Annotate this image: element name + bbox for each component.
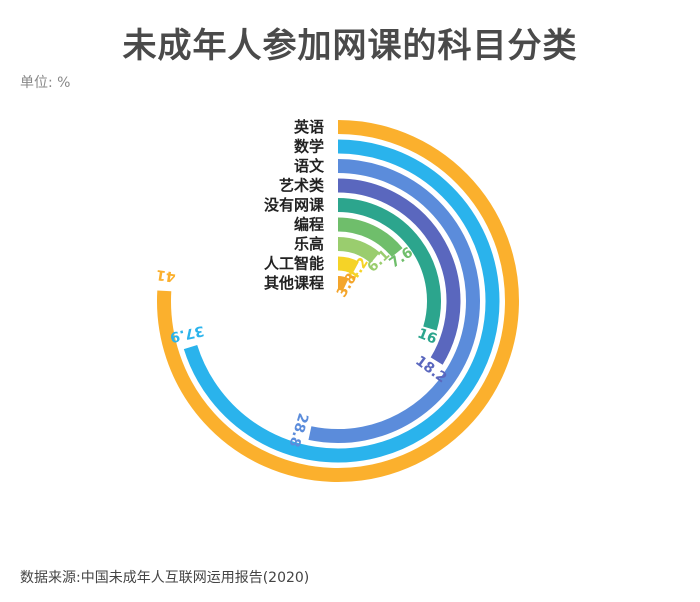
value-label-英语: 41: [155, 266, 177, 285]
category-label-英语: 英语: [294, 118, 324, 136]
category-label-艺术类: 艺术类: [279, 177, 325, 195]
category-label-没有网课: 没有网课: [264, 196, 325, 214]
category-label-乐高: 乐高: [294, 235, 324, 253]
bar-编程: [337, 217, 403, 258]
bar-英语: [157, 120, 519, 482]
bars-group: [157, 120, 519, 482]
category-label-其他课程: 其他课程: [264, 274, 324, 292]
bar-语文: [308, 159, 480, 443]
bar-人工智能: [337, 256, 359, 275]
value-label-语文: 28.8: [285, 411, 310, 449]
data-source: 数据来源:中国未成年人互联网运用报告(2020): [20, 570, 310, 586]
bar-没有网课: [337, 198, 441, 331]
bar-艺术类: [337, 178, 461, 365]
category-label-编程: 编程: [294, 216, 324, 234]
unit-label: 单位: %: [20, 75, 71, 91]
category-label-人工智能: 人工智能: [264, 255, 324, 273]
bar-其他课程: [337, 276, 349, 292]
chart-title: 未成年人参加网课的科目分类: [122, 26, 578, 66]
value-label-没有网课: 16: [415, 326, 439, 348]
bar-乐高: [337, 237, 380, 264]
value-label-数学: 37.9: [168, 322, 205, 345]
category-label-语文: 语文: [294, 157, 325, 175]
bar-数学: [183, 139, 500, 463]
category-label-数学: 数学: [294, 138, 324, 156]
